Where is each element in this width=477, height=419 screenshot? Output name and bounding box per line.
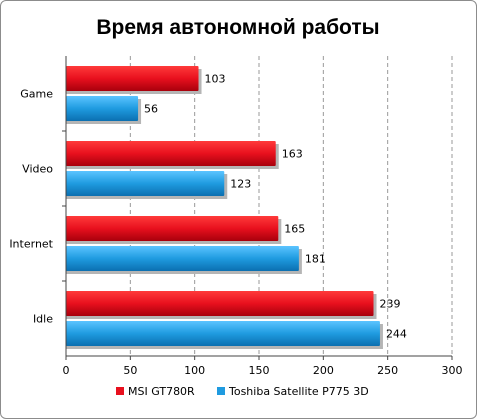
value-label: 103 bbox=[205, 73, 226, 86]
legend-label-1: Toshiba Satellite P775 3D bbox=[228, 385, 369, 398]
value-label: 56 bbox=[144, 103, 158, 116]
bar-game-series-1 bbox=[66, 96, 139, 121]
legend: MSI GT780R Toshiba Satellite P775 3D bbox=[116, 385, 369, 398]
legend-swatch-0 bbox=[116, 387, 124, 395]
bars: 103 56 163 123 165 181 239 244 bbox=[66, 66, 407, 349]
x-tick-label: 250 bbox=[377, 364, 398, 377]
value-label: 181 bbox=[305, 253, 326, 266]
bar-internet-series-0 bbox=[66, 216, 279, 241]
bar-video-series-1 bbox=[66, 171, 225, 196]
legend-label-0: MSI GT780R bbox=[128, 385, 195, 398]
bar-game-series-0 bbox=[66, 66, 199, 91]
value-label: 239 bbox=[380, 298, 401, 311]
category-label: Game bbox=[20, 88, 53, 101]
bar-idle-series-1 bbox=[66, 321, 380, 346]
bar-idle-series-0 bbox=[66, 291, 374, 316]
bar-video-series-0 bbox=[66, 141, 276, 166]
value-label: 163 bbox=[282, 148, 303, 161]
x-tick-label: 300 bbox=[442, 364, 463, 377]
bar-internet-series-1 bbox=[66, 246, 299, 271]
x-tick-label: 200 bbox=[313, 364, 334, 377]
x-tick-label: 0 bbox=[63, 364, 70, 377]
category-label: Internet bbox=[9, 238, 53, 251]
value-label: 123 bbox=[230, 178, 251, 191]
x-tick-label: 100 bbox=[184, 364, 205, 377]
chart-title: Время автономной работы bbox=[96, 16, 379, 39]
x-tick-label: 50 bbox=[123, 364, 137, 377]
value-label: 165 bbox=[284, 223, 305, 236]
category-label: Video bbox=[22, 163, 53, 176]
value-label: 244 bbox=[386, 328, 407, 341]
category-label: Idle bbox=[33, 313, 53, 326]
axes: Game Video Internet Idle 0 50 100 150 200 250 300 bbox=[9, 56, 463, 377]
x-tick-label: 150 bbox=[249, 364, 270, 377]
legend-swatch-1 bbox=[217, 387, 225, 395]
